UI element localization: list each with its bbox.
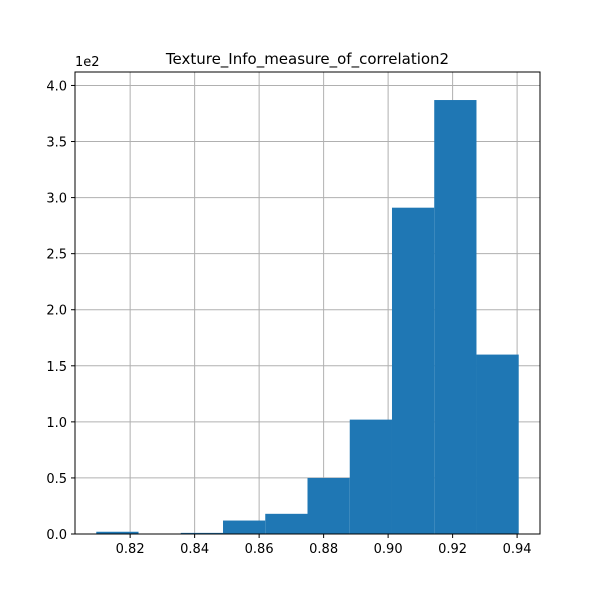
bars — [96, 100, 519, 535]
histogram-bar — [307, 477, 350, 534]
histogram-bar — [96, 531, 139, 534]
y-tick-label: 1.5 — [46, 360, 67, 375]
chart-title: Texture_Info_measure_of_correlation2 — [165, 50, 449, 69]
y-tick-label: 4.0 — [46, 79, 67, 94]
x-tick-label: 0.84 — [180, 542, 209, 557]
y-tick-label: 2.5 — [46, 248, 67, 263]
x-tick-label: 0.82 — [116, 542, 145, 557]
x-tick-label: 0.90 — [374, 542, 403, 557]
histogram-bar — [476, 354, 519, 534]
x-tick-label: 0.86 — [245, 542, 274, 557]
ticks: 0.82 0.84 0.86 0.88 0.90 0.92 0.94 0.0 0.5 1.0 1.5… — [46, 79, 531, 557]
y-tick-label: 3.5 — [46, 136, 67, 151]
histogram-bar — [349, 419, 392, 534]
y-tick-label: 0.0 — [46, 528, 67, 543]
x-tick-label: 0.88 — [309, 542, 338, 557]
plot-frame — [74, 71, 541, 535]
x-tick-label: 0.94 — [503, 542, 532, 557]
y-tick-label: 2.0 — [46, 304, 67, 319]
y-tick-label: 1.0 — [46, 416, 67, 431]
histogram-bar — [391, 207, 435, 535]
histogram-bar — [265, 513, 308, 534]
histogram-bar — [180, 532, 224, 534]
x-tick-label: 0.92 — [438, 542, 467, 557]
y-offset-label: 1e2 — [75, 55, 100, 70]
y-tick-label: 0.5 — [46, 472, 67, 487]
histogram-bar — [434, 100, 477, 534]
y-tick-label: 3.0 — [46, 192, 67, 207]
histogram-bar — [223, 520, 266, 534]
